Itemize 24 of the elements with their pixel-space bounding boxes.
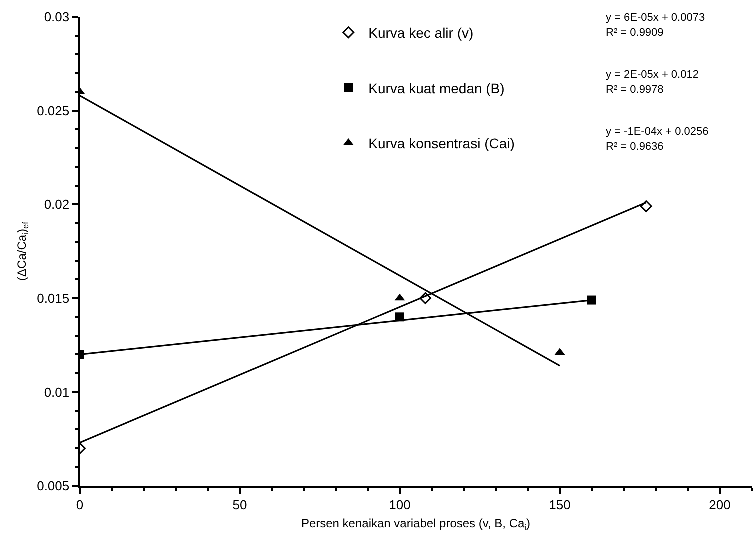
y-tick-label: 0.015 — [37, 290, 70, 306]
y-tick-label: 0.02 — [44, 197, 70, 212]
y-tick-label: 0.01 — [44, 384, 70, 400]
annotation: R² = 0.9978 — [606, 84, 664, 96]
x-tick-label: 0 — [76, 497, 84, 512]
annotation: y = 2E-05x + 0.012 — [606, 69, 699, 81]
legend-label: Kurva konsentrasi (Cai) — [368, 135, 515, 152]
x-tick-label: 50 — [232, 497, 248, 512]
legend-label: Kurva kec alir (v) — [368, 25, 474, 42]
x-tick-label: 150 — [549, 497, 571, 512]
annotation: y = -1E-04x + 0.0256 — [606, 126, 709, 138]
annotation: R² = 0.9636 — [606, 141, 664, 153]
x-axis-title: Persen kenaikan variabel proses (v, B, Ca$_{i}$) — [301, 516, 531, 532]
x-tick-label: 100 — [389, 497, 411, 512]
point — [588, 296, 596, 305]
y-tick-label: 0.03 — [44, 10, 70, 25]
y-tick-label: 0.005 — [37, 478, 70, 494]
y-tick-label: 0.025 — [37, 103, 70, 118]
point — [640, 200, 652, 212]
annotation: y = 6E-05x + 0.0073 — [606, 12, 706, 24]
legend-label: Kurva kuat medan (B) — [368, 80, 505, 96]
x-tick-label: 200 — [709, 497, 731, 512]
annotation: R² = 0.9909 — [606, 27, 664, 39]
point — [420, 292, 432, 304]
